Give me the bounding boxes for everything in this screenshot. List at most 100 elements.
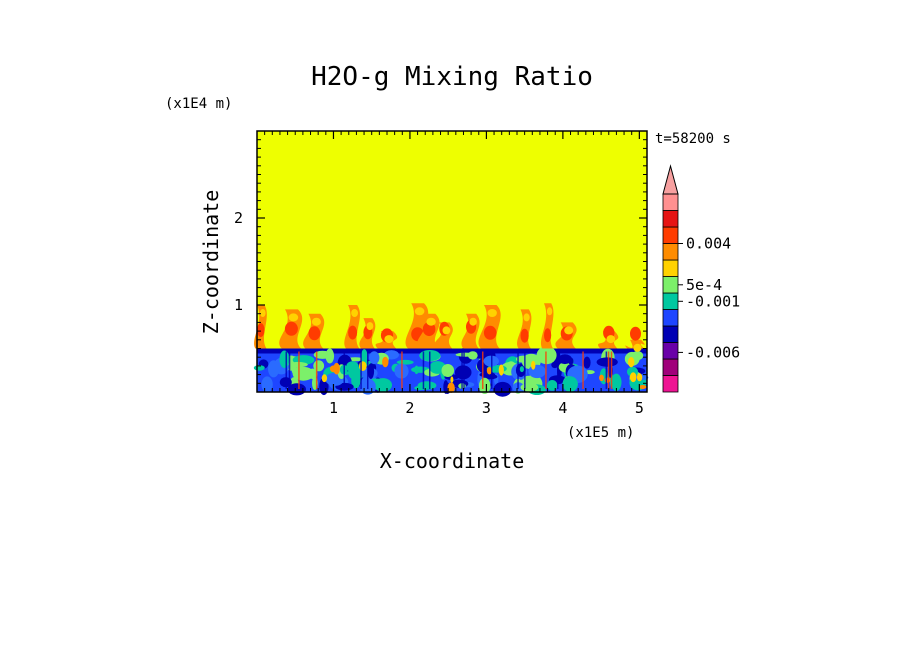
warm-spot — [629, 372, 637, 383]
eddy-patch — [414, 365, 419, 375]
y-scale-label: (x1E4 m) — [165, 96, 232, 112]
updraft-streak — [461, 351, 463, 389]
updraft-streak — [343, 351, 345, 389]
plume-edge — [606, 335, 616, 344]
updraft-streak — [545, 351, 547, 389]
eddy-patch — [292, 366, 314, 381]
colorbar-segment — [662, 342, 679, 360]
colorbar-segment — [662, 276, 679, 294]
colorbar-segment — [662, 325, 679, 343]
eddy-patch — [467, 351, 478, 360]
eddy-patch — [507, 361, 515, 367]
eddy-patch — [279, 350, 290, 369]
plume-edge — [633, 343, 642, 352]
eddy-patch — [443, 380, 449, 394]
x-scale-label: (x1E5 m) — [567, 425, 634, 441]
plume-edge — [414, 307, 425, 316]
warm-spot — [604, 377, 611, 383]
eddy-patch — [519, 366, 525, 373]
x-tick-label: 2 — [405, 399, 414, 417]
warm-spot — [450, 376, 454, 383]
eddy-patch — [562, 376, 578, 392]
warm-spot — [321, 374, 328, 383]
warm-spot — [531, 360, 536, 370]
y-tick-label: 1 — [234, 296, 243, 314]
colorbar-label: -0.001 — [686, 292, 740, 310]
updraft-streak — [607, 351, 610, 389]
eddy-patch — [351, 372, 361, 389]
updraft-streak — [422, 351, 425, 389]
updraft-streak — [429, 351, 431, 389]
eddy-patch — [493, 381, 512, 397]
plume-edge — [351, 309, 358, 317]
plume-core — [630, 326, 641, 341]
colorbar-label: 5e-4 — [686, 276, 722, 294]
x-axis-label: X-coordinate — [380, 449, 525, 473]
updraft-streak — [557, 351, 559, 389]
colorbar-segment — [662, 375, 679, 393]
updraft-streak — [298, 351, 300, 389]
eddy-patch — [361, 349, 368, 365]
field-layer — [253, 303, 649, 397]
eddy-patch — [313, 350, 332, 359]
eddy-patch — [367, 363, 375, 379]
chart-title: H2O-g Mixing Ratio — [311, 62, 593, 92]
plume-edge — [469, 317, 477, 326]
plume-edge — [442, 326, 451, 335]
updraft-streak — [315, 351, 318, 389]
x-tick-label: 4 — [558, 399, 567, 417]
colorbar-segment — [662, 243, 679, 261]
colorbar-segment — [662, 358, 679, 376]
plume-core — [257, 323, 265, 338]
updraft-streak — [401, 351, 403, 389]
colorbar-extend-arrow — [662, 164, 679, 195]
eddy-patch — [478, 377, 491, 394]
plume-core — [422, 322, 436, 337]
plume-core — [284, 321, 298, 336]
plume-edge — [311, 317, 321, 326]
updraft-streak — [285, 351, 287, 389]
plume-edge — [487, 309, 497, 317]
plume-edge — [564, 326, 574, 335]
eddy-patch — [307, 368, 318, 380]
colorbar-segment — [662, 226, 679, 244]
plume-edge — [546, 307, 553, 316]
eddy-patch — [546, 380, 558, 391]
time-label: t=58200 s — [655, 131, 731, 147]
warm-spot — [628, 357, 635, 368]
colorbar-label: 0.004 — [686, 235, 731, 253]
updraft-streak — [582, 351, 584, 389]
updraft-streak — [517, 351, 519, 389]
plume-edge — [384, 335, 394, 344]
plume-edge — [366, 322, 374, 331]
eddy-patch — [261, 376, 273, 393]
plume-core — [544, 328, 552, 343]
plume-core — [483, 325, 497, 340]
updraft-streak — [360, 351, 362, 389]
layer-top-band — [257, 348, 647, 354]
updraft-streak — [491, 351, 493, 389]
x-tick-label: 5 — [635, 399, 644, 417]
plume-core — [308, 326, 321, 341]
eddy-patch — [520, 383, 539, 392]
plume-core — [348, 325, 358, 340]
warm-spot — [636, 373, 643, 382]
eddy-patch — [454, 365, 472, 380]
eddy-patch — [441, 364, 455, 377]
colorbar-segment — [662, 259, 679, 277]
plume-core — [520, 328, 529, 343]
updraft-streak — [482, 351, 484, 389]
x-tick-label: 1 — [329, 399, 338, 417]
colorbar-segment — [662, 210, 679, 228]
warm-spot — [638, 385, 647, 389]
colorbar: 0.004 5e-4-0.001 -0.006 — [662, 164, 740, 393]
plot-area: 1 2 3 4 5 1 2 — [234, 130, 649, 417]
eddy-patch — [523, 375, 533, 382]
colorbar-segment — [662, 309, 679, 327]
eddy-patch — [346, 361, 359, 373]
updraft-streak — [610, 351, 613, 389]
warm-spot — [599, 374, 604, 381]
warm-spot — [486, 367, 492, 375]
x-tick-label: 3 — [482, 399, 491, 417]
